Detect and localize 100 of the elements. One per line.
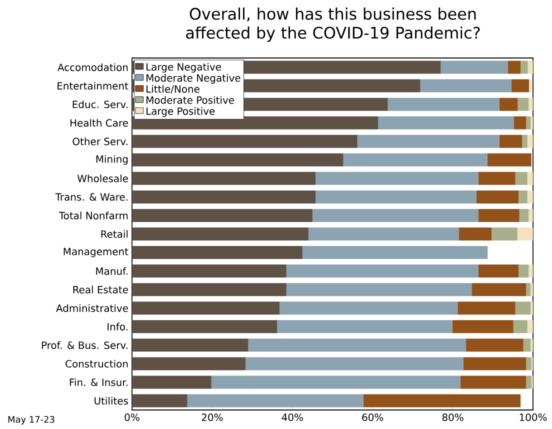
y-tick-label: Mining	[96, 155, 128, 165]
bar	[472, 283, 526, 296]
bar	[530, 116, 534, 130]
y-tick-label: Info.	[108, 322, 128, 330]
bar	[517, 228, 534, 241]
legend-label: Large Positive	[146, 107, 215, 117]
bar	[476, 190, 519, 204]
bar	[499, 98, 518, 111]
bar	[343, 153, 488, 166]
bar	[132, 246, 302, 260]
bar	[492, 228, 518, 241]
bar	[440, 60, 508, 74]
legend-label: Moderate Negative	[146, 74, 240, 84]
bar	[280, 302, 458, 315]
bar	[132, 264, 286, 278]
x-tick-label: 40%	[282, 414, 303, 422]
bar	[132, 338, 248, 352]
text: May 17-23	[8, 416, 54, 424]
bar	[388, 98, 500, 111]
legend-label: Little/None	[146, 85, 200, 94]
bar	[132, 134, 358, 148]
bar	[277, 320, 452, 334]
bar	[245, 357, 464, 370]
y-tick-label: Total Nonfarm	[58, 212, 128, 220]
x-tick-label: 0%	[124, 414, 140, 422]
bar	[528, 98, 534, 111]
bar	[528, 208, 534, 222]
y-tick-label: Retail	[101, 230, 128, 238]
bar	[378, 116, 514, 130]
bar	[211, 376, 460, 389]
bar	[132, 376, 212, 389]
y-tick-label: Accomodation	[58, 63, 128, 72]
bar	[526, 116, 531, 130]
legend-label: Large Negative	[146, 62, 221, 73]
bar	[526, 357, 532, 370]
bar	[132, 320, 278, 334]
bar	[132, 172, 316, 185]
bar	[286, 264, 478, 278]
bar	[420, 79, 512, 92]
bar	[316, 172, 478, 185]
bar	[527, 134, 534, 148]
bar	[530, 338, 534, 352]
bar	[523, 338, 531, 352]
bar	[132, 302, 280, 315]
y-tick-label: Management	[64, 248, 128, 258]
bar	[518, 190, 528, 204]
bar	[518, 264, 529, 278]
bar	[463, 357, 526, 370]
bar	[248, 338, 466, 352]
bar	[452, 320, 514, 334]
y-tick-label: Wholesale	[77, 174, 128, 182]
bar	[466, 338, 524, 352]
bar	[511, 79, 529, 92]
bar	[487, 153, 532, 166]
y-tick-label: Administrative	[56, 304, 128, 312]
y-tick-label: Entertainment	[58, 82, 128, 90]
chart-title: Overall, how has this business been affected by the COVID-19 Pandemic?	[186, 8, 480, 42]
bar	[286, 283, 472, 296]
bar	[478, 208, 520, 222]
bar	[528, 60, 534, 74]
bar	[132, 283, 286, 296]
y-tick-label: Prof. & Bus. Serv.	[42, 341, 128, 350]
bar	[312, 208, 478, 222]
bar	[187, 394, 364, 408]
y-tick-label: Real Estate	[73, 286, 128, 294]
bar	[522, 134, 528, 148]
bar	[132, 394, 188, 408]
y-tick-label: Health Care	[70, 118, 128, 127]
y-tick-label: Manuf.	[96, 267, 128, 275]
x-tick-label: 60%	[362, 414, 384, 422]
bar	[132, 190, 316, 204]
bar	[518, 98, 529, 111]
bar	[508, 60, 521, 74]
bar	[515, 302, 531, 315]
bar	[526, 283, 531, 296]
bar	[363, 394, 521, 408]
y-tick-label: Construction	[66, 360, 128, 368]
bar	[460, 376, 526, 389]
bar	[515, 172, 528, 185]
bar	[530, 302, 534, 315]
bar	[513, 320, 528, 334]
bar	[519, 208, 529, 222]
bar	[527, 190, 534, 204]
bar	[478, 172, 516, 185]
x-tick-label: 20%	[202, 414, 223, 422]
bar	[527, 172, 534, 185]
bar	[478, 264, 519, 278]
bar	[458, 302, 516, 315]
y-tick-label: Educ. Serv.	[72, 100, 128, 108]
bar	[527, 320, 534, 334]
bar	[302, 246, 488, 260]
bar	[132, 357, 246, 370]
y-tick-label: Trans. & Ware.	[55, 193, 128, 201]
bar	[132, 228, 308, 241]
x-tick-label: 80%	[442, 414, 464, 422]
legend-label: Moderate Positive	[146, 96, 234, 104]
bar	[499, 134, 522, 148]
bar	[530, 283, 534, 296]
x-tick-label: 100%	[520, 414, 547, 422]
bar	[528, 79, 532, 92]
